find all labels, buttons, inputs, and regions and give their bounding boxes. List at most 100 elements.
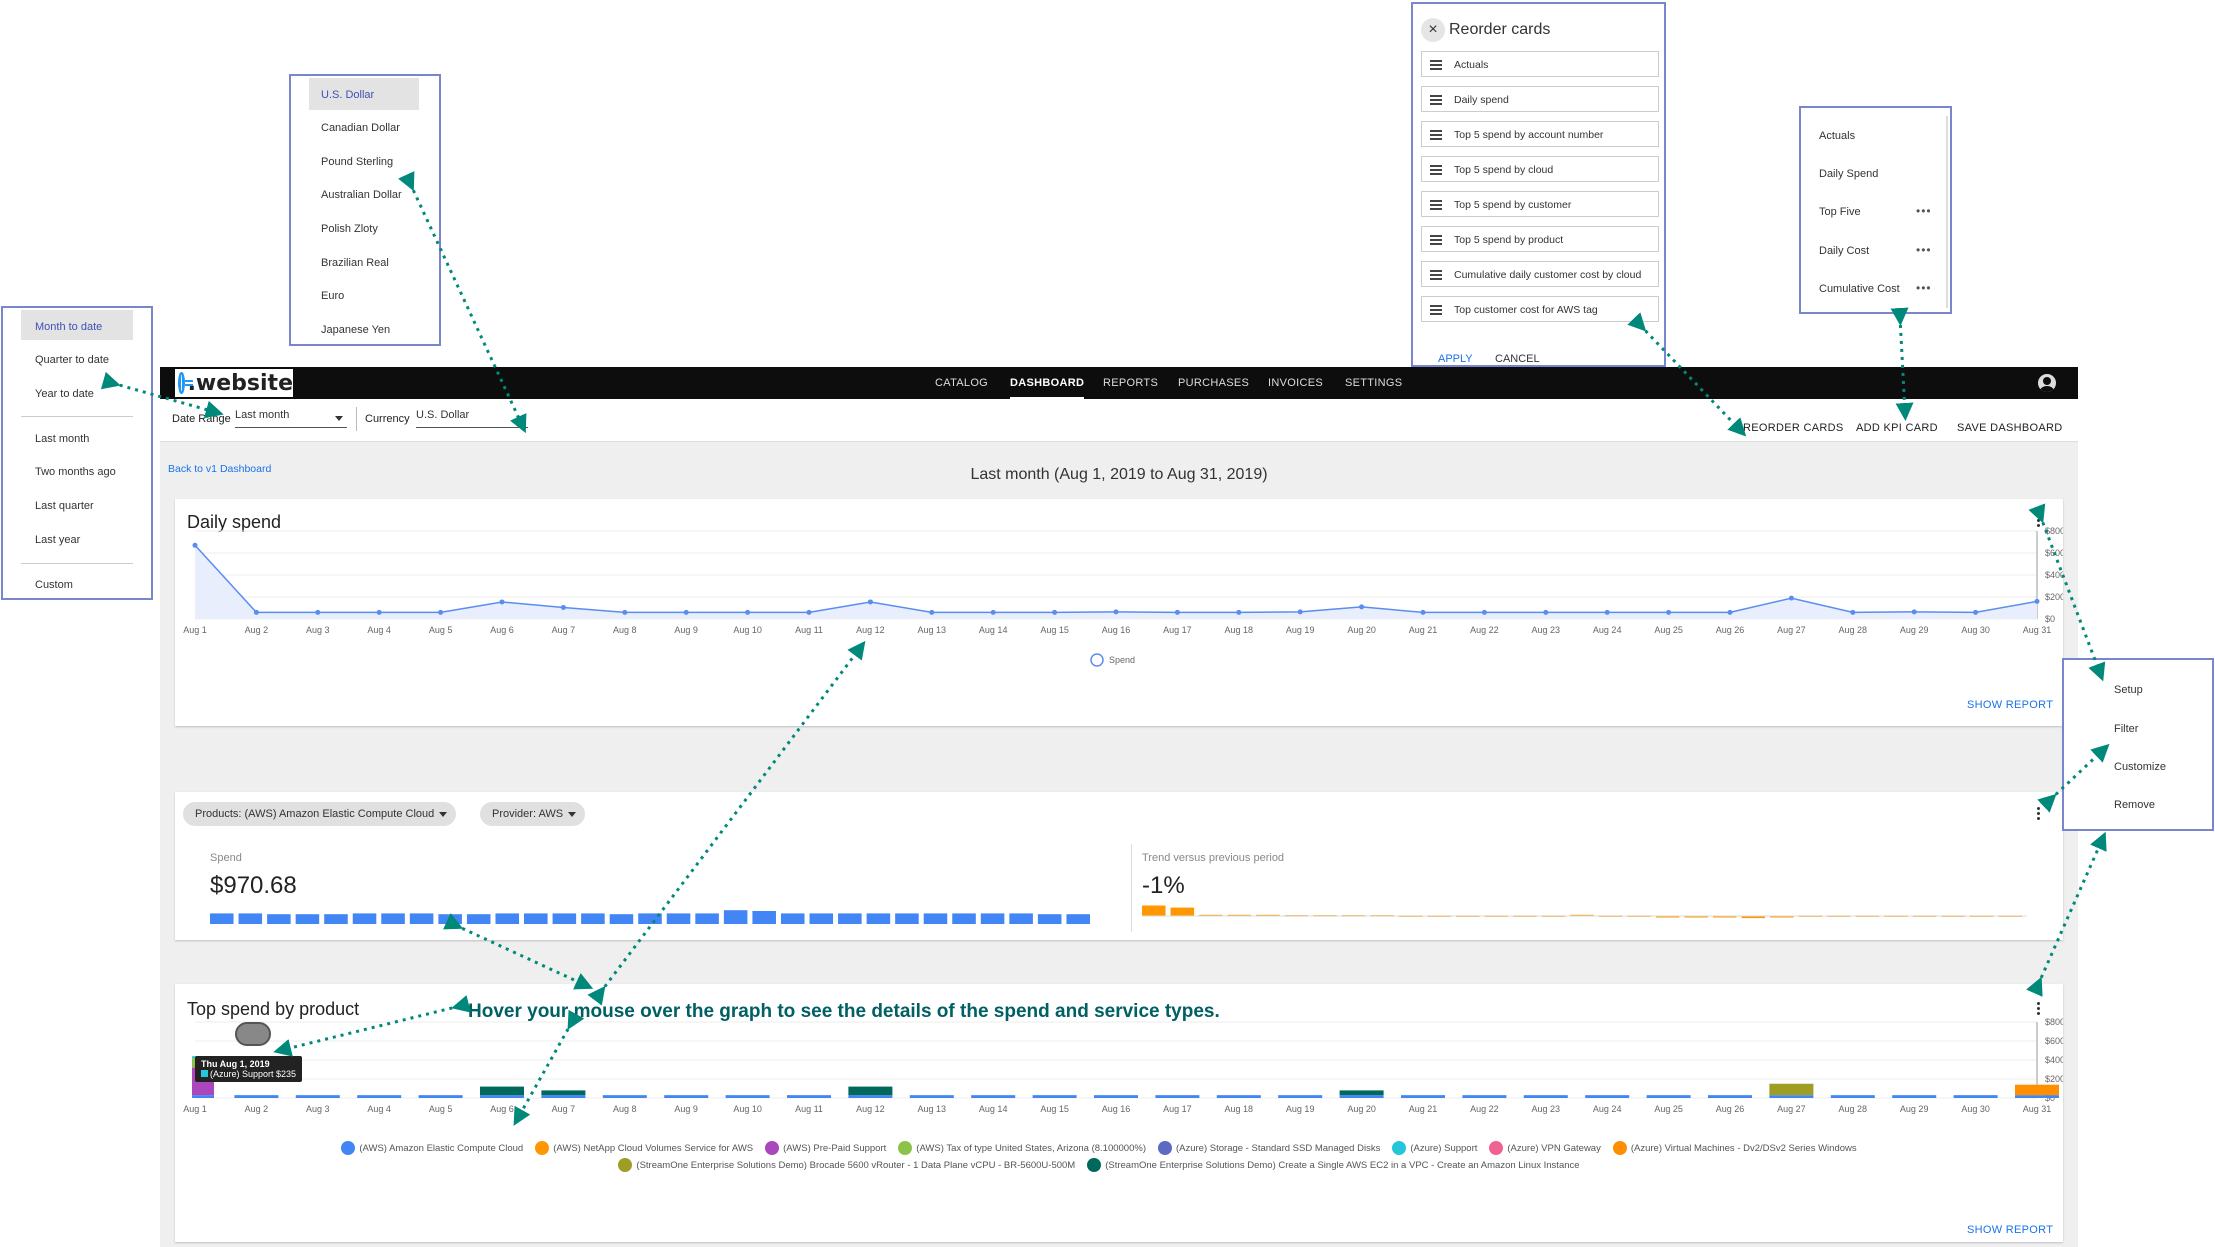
- currency-select[interactable]: U.S. Dollar: [416, 409, 528, 428]
- legend-item[interactable]: (StreamOne Enterprise Solutions Demo) Br…: [618, 1158, 1075, 1173]
- more-options-icon[interactable]: •••: [1916, 204, 1932, 218]
- menu-item-last-month[interactable]: Last month: [35, 433, 90, 445]
- menu-item-eur[interactable]: Euro: [321, 290, 345, 302]
- legend-swatch-icon: [1489, 1141, 1504, 1156]
- more-options-icon[interactable]: •••: [1916, 281, 1932, 295]
- card-menu-icon[interactable]: [2037, 1002, 2041, 1017]
- menu-item-usd[interactable]: U.S. Dollar: [321, 89, 375, 101]
- hover-hint-annotation: Hover your mouse over the graph to see t…: [468, 1001, 1220, 1022]
- drag-handle-icon[interactable]: [1430, 60, 1442, 72]
- legend-swatch-icon: [1087, 1158, 1102, 1173]
- user-account-icon[interactable]: [2038, 374, 2056, 392]
- menu-item-remove[interactable]: Remove: [2114, 799, 2155, 811]
- nav-catalog[interactable]: CATALOG: [935, 377, 989, 389]
- add-kpi-card-button[interactable]: ADD KPI CARD: [1856, 422, 1938, 434]
- reorder-item[interactable]: Cumulative daily customer cost by cloud: [1421, 261, 1659, 287]
- card-menu-icon[interactable]: [2037, 807, 2041, 822]
- menu-item-two-months-ago[interactable]: Two months ago: [35, 466, 116, 478]
- menu-item-cad[interactable]: Canadian Dollar: [321, 122, 400, 134]
- reorder-item[interactable]: Top 5 spend by product: [1421, 226, 1659, 252]
- x-tick-label: Aug 20: [1347, 625, 1376, 635]
- kpi-menu-item-top-five[interactable]: Top Five: [1819, 206, 1861, 218]
- drag-handle-icon[interactable]: [1430, 165, 1442, 177]
- menu-item-aud[interactable]: Australian Dollar: [321, 189, 402, 201]
- menu-item-custom[interactable]: Custom: [35, 579, 73, 591]
- reorder-item[interactable]: Top 5 spend by customer: [1421, 191, 1659, 217]
- nav-reports[interactable]: REPORTS: [1103, 377, 1159, 389]
- provider-filter-chip[interactable]: Provider: AWS: [480, 802, 586, 826]
- legend-item[interactable]: (AWS) Pre-Paid Support: [765, 1141, 886, 1156]
- date-range-value: Last month: [235, 409, 290, 421]
- legend-item[interactable]: (Azure) Storage - Standard SSD Managed D…: [1157, 1141, 1380, 1156]
- show-report-button[interactable]: SHOW REPORT: [1967, 699, 2054, 711]
- date-range-select[interactable]: Last month: [235, 409, 347, 428]
- legend-item[interactable]: (StreamOne Enterprise Solutions Demo) Cr…: [1087, 1158, 1580, 1173]
- stacked-bar-segment: [1708, 1095, 1752, 1098]
- stacked-bar-segment: [1646, 1095, 1691, 1098]
- x-tick-label: Aug 14: [979, 1104, 1008, 1114]
- drag-handle-icon[interactable]: [1430, 235, 1442, 247]
- apply-button[interactable]: APPLY: [1438, 353, 1473, 365]
- reorder-item[interactable]: Actuals: [1421, 51, 1659, 77]
- menu-item-jpy[interactable]: Japanese Yen: [321, 324, 391, 336]
- x-tick-label: Aug 14: [979, 625, 1008, 635]
- x-tick-label: Aug 19: [1286, 1104, 1315, 1114]
- menu-item-month-to-date[interactable]: Month to date: [35, 321, 103, 333]
- save-dashboard-button[interactable]: SAVE DASHBOARD: [1957, 422, 2063, 434]
- reorder-item[interactable]: Top 5 spend by account number: [1421, 121, 1659, 147]
- legend-item[interactable]: (AWS) NetApp Cloud Volumes Service for A…: [535, 1141, 753, 1156]
- reorder-item[interactable]: Daily spend: [1421, 86, 1659, 112]
- spend-bar: [1009, 913, 1033, 924]
- reorder-item[interactable]: Top 5 spend by cloud: [1421, 156, 1659, 182]
- drag-handle-icon[interactable]: [1430, 130, 1442, 142]
- menu-item-last-year[interactable]: Last year: [35, 534, 81, 546]
- logo-text: .website: [187, 370, 293, 396]
- nav-settings[interactable]: SETTINGS: [1345, 377, 1403, 389]
- reorder-item[interactable]: Top customer cost for AWS tag: [1421, 296, 1659, 322]
- menu-item-year-to-date[interactable]: Year to date: [35, 388, 94, 400]
- website-logo[interactable]: .website: [175, 369, 293, 397]
- drag-handle-icon[interactable]: [1430, 200, 1442, 212]
- legend-item[interactable]: (Azure) Support: [1392, 1141, 1477, 1156]
- nav-purchases[interactable]: PURCHASES: [1178, 377, 1250, 389]
- reorder-cards-button[interactable]: REORDER CARDS: [1743, 422, 1844, 434]
- legend-item[interactable]: (Azure) Virtual Machines - Dv2/DSv2 Seri…: [1612, 1141, 1857, 1156]
- stacked-bar-segment: [602, 1095, 647, 1098]
- nav-invoices[interactable]: INVOICES: [1268, 377, 1323, 389]
- back-to-v1-link[interactable]: Back to v1 Dashboard: [168, 463, 272, 475]
- trend-label: Trend versus previous period: [1142, 852, 1285, 864]
- menu-item-brl[interactable]: Brazilian Real: [321, 257, 389, 269]
- x-tick-label: Aug 17: [1163, 625, 1192, 635]
- legend-item[interactable]: (AWS) Tax of type United States, Arizona…: [898, 1141, 1146, 1156]
- show-report-button[interactable]: SHOW REPORT: [1967, 1224, 2054, 1236]
- drag-handle-icon[interactable]: [1430, 95, 1442, 107]
- currency-value: U.S. Dollar: [416, 409, 470, 421]
- products-filter-chip[interactable]: Products: (AWS) Amazon Elastic Compute C…: [183, 802, 457, 826]
- more-options-icon[interactable]: •••: [1916, 243, 1932, 257]
- kpi-menu-item-daily-spend[interactable]: Daily Spend: [1819, 168, 1879, 180]
- menu-item-gbp[interactable]: Pound Sterling: [321, 156, 394, 168]
- menu-item-quarter-to-date[interactable]: Quarter to date: [35, 354, 109, 366]
- drag-handle-icon[interactable]: [1430, 270, 1442, 282]
- menu-item-filter[interactable]: Filter: [2114, 723, 2139, 735]
- menu-item-pln[interactable]: Polish Zloty: [321, 223, 378, 235]
- scrollbar[interactable]: [1946, 116, 1948, 308]
- kpi-menu-item-daily-cost[interactable]: Daily Cost: [1819, 245, 1870, 257]
- menu-item-customize[interactable]: Customize: [2114, 761, 2166, 773]
- legend-item[interactable]: (AWS) Amazon Elastic Compute Cloud: [341, 1141, 523, 1156]
- legend-label: (Azure) Virtual Machines - Dv2/DSv2 Seri…: [1630, 1143, 1857, 1154]
- menu-item-last-quarter[interactable]: Last quarter: [35, 500, 94, 512]
- close-icon[interactable]: ×: [1421, 18, 1445, 42]
- legend-swatch: [1090, 653, 1104, 667]
- drag-handle-icon[interactable]: [1430, 305, 1442, 317]
- kpi-menu-item-actuals[interactable]: Actuals: [1819, 130, 1856, 142]
- x-tick-label: Aug 25: [1654, 625, 1683, 635]
- cancel-button[interactable]: CANCEL: [1495, 353, 1540, 365]
- kpi-menu-item-cumulative-cost[interactable]: Cumulative Cost: [1819, 283, 1900, 295]
- nav-dashboard[interactable]: DASHBOARD: [1010, 367, 1085, 399]
- menu-item-setup[interactable]: Setup: [2114, 684, 2143, 696]
- legend-item[interactable]: (Azure) VPN Gateway: [1489, 1141, 1601, 1156]
- x-tick-label: Aug 29: [1900, 625, 1929, 635]
- daily-spend-chart[interactable]: $800 $600 $400 $200 $0 Aug 1 Aug 2 Aug 3 Aug 4 Au…: [175, 519, 2063, 689]
